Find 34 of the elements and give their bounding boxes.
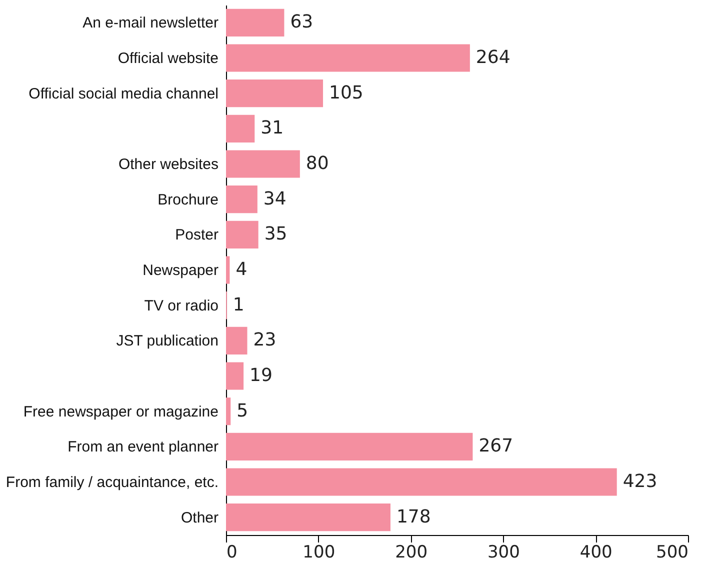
x-tick-label: 100 xyxy=(302,542,336,562)
data-label: 178 xyxy=(396,506,431,528)
y-tick-label: From an event planner xyxy=(68,438,218,456)
x-tick-label: 300 xyxy=(487,542,520,562)
y-tick-label: TV or radio xyxy=(144,297,218,314)
x-tick-label: 500 xyxy=(656,542,688,562)
x-tick-label: 0 xyxy=(226,542,238,562)
data-label: 19 xyxy=(250,365,272,386)
data-label: 35 xyxy=(264,224,288,245)
y-tick-label: Official social media channel xyxy=(28,85,218,102)
data-label: 63 xyxy=(290,12,314,33)
data-label: 31 xyxy=(260,118,284,139)
x-tick-label: 400 xyxy=(580,542,612,562)
data-label: 423 xyxy=(622,471,658,492)
y-tick-label: Poster xyxy=(175,226,218,244)
data-label: 1 xyxy=(232,294,244,316)
data-label: 264 xyxy=(476,47,510,68)
data-label: 34 xyxy=(263,188,286,210)
data-label: 80 xyxy=(306,153,329,174)
y-tick-label: JST publication xyxy=(116,332,218,350)
y-tick-label: Brochure xyxy=(158,191,218,208)
data-label: 267 xyxy=(478,436,514,457)
data-label: 4 xyxy=(236,259,248,280)
y-tick-label: Other websites xyxy=(118,156,218,173)
y-tick-label: Free newspaper or magazine xyxy=(23,403,218,420)
y-tick-label: An e-mail newsletter xyxy=(82,14,218,32)
data-label: 105 xyxy=(329,82,364,104)
y-tick-label: Other xyxy=(180,509,219,526)
x-tick-label: 200 xyxy=(395,542,428,562)
y-tick-label: From family / acquaintance, etc. xyxy=(6,474,218,491)
y-tick-label: Newspaper xyxy=(142,262,218,279)
y-tick-label: Official website xyxy=(118,50,218,67)
data-label: 23 xyxy=(253,330,276,351)
data-label: 5 xyxy=(236,400,248,422)
